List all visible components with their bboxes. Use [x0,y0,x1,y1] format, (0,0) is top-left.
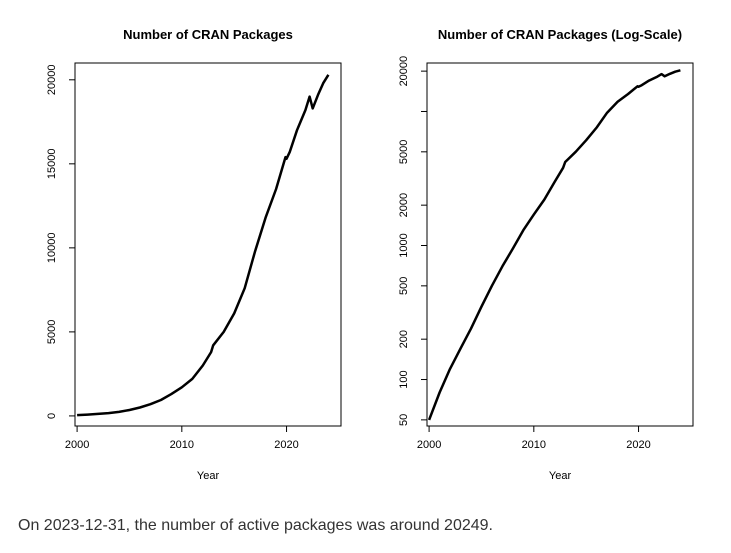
linear-y-tick-label: 15000 [46,149,58,180]
linear-x-tick-label: 2020 [274,439,298,451]
linear-x-axis-label: Year [197,470,220,482]
linear-series-line [77,74,330,417]
linear-y-tick-label: 5000 [46,320,58,344]
log-y-tick-label: 2000 [398,193,410,217]
linear-y-tick-label: 10000 [46,233,58,264]
linear-chart-title: Number of CRAN Packages [123,27,293,42]
linear-plot-frame [74,62,342,427]
log-x-axis-label: Year [549,470,572,482]
linear-x-tick-label: 2000 [65,439,89,451]
log-x-tick-label: 2000 [417,439,441,451]
log-plot-frame [426,62,694,427]
log-y-tick-label: 500 [398,277,410,295]
log-y-tick-label: 200 [398,330,410,348]
log-y-tick-label: 1000 [398,233,410,257]
log-series-line [427,69,681,421]
log-y-tick-label: 5000 [398,140,410,164]
linear-y-tick-label: 20000 [46,65,58,96]
log-panel: Number of CRAN Packages (Log-Scale) 2000… [398,27,694,482]
log-y-tick-label: 50 [398,414,410,426]
log-x-tick-label: 2020 [626,439,650,451]
log-chart-title: Number of CRAN Packages (Log-Scale) [438,27,682,42]
linear-y-tick-label: 0 [46,413,58,419]
caption-text: On 2023-12-31, the number of active pack… [18,517,493,534]
cran-figure: Number of CRAN Packages 2000 2010 2020 0 500… [46,27,694,482]
linear-panel: Number of CRAN Packages 2000 2010 2020 0 500… [46,27,342,482]
log-x-tick-label: 2010 [522,439,546,451]
linear-x-tick-label: 2010 [170,439,194,451]
log-y-tick-label: 100 [398,370,410,388]
log-y-tick-label: 20000 [398,56,410,87]
